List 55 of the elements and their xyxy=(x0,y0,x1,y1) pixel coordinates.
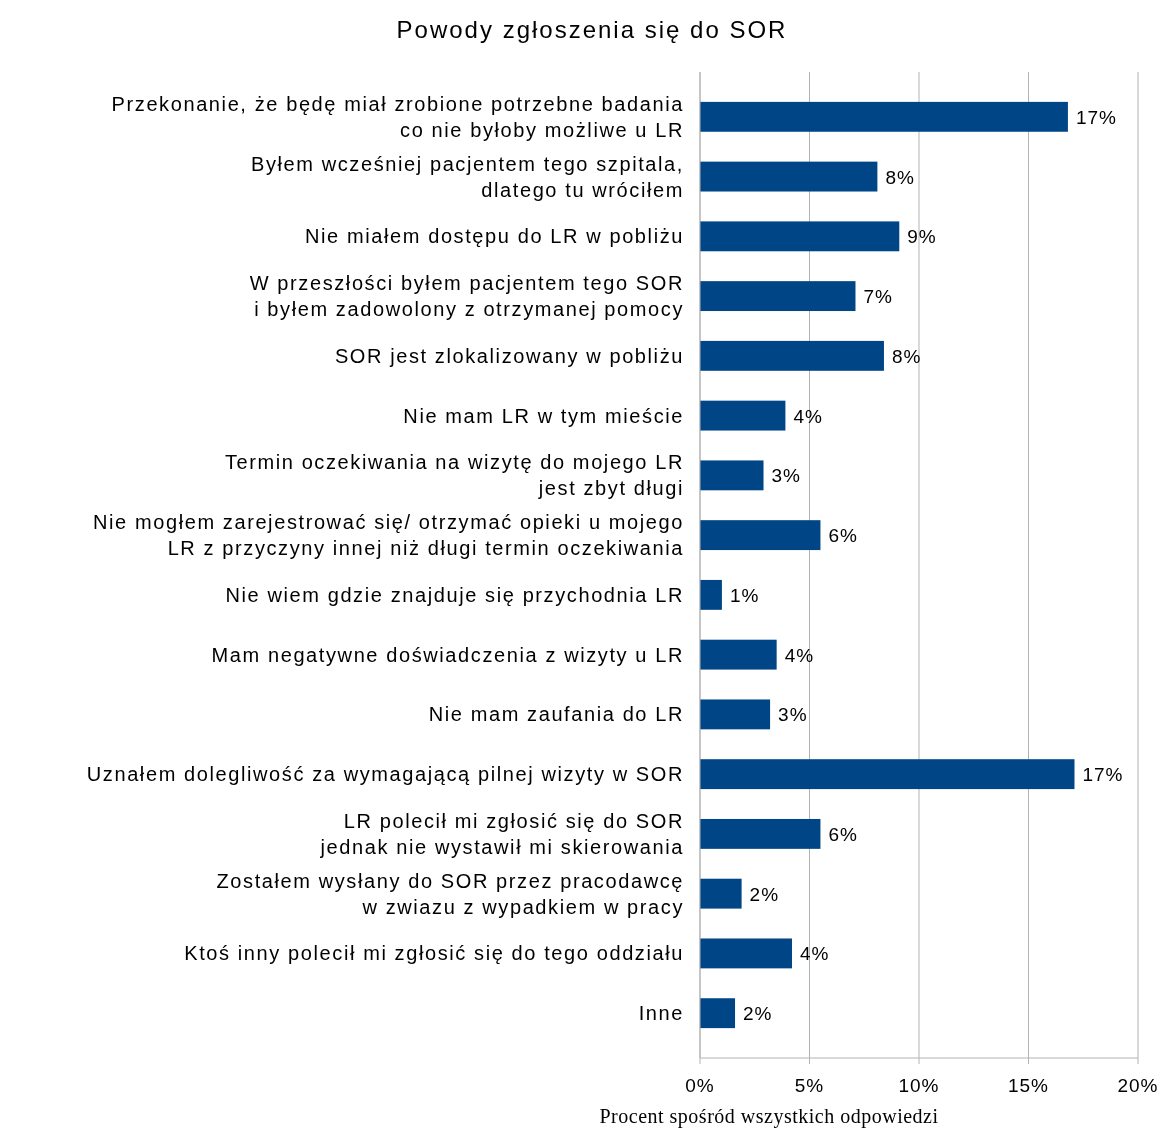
y-tick-label: Nie wiem gdzie znajduje się przychodnia LR xyxy=(225,583,684,606)
bar xyxy=(700,639,777,670)
bar xyxy=(700,400,786,431)
y-tick-label: Nie mam zaufania do LR xyxy=(428,703,684,726)
x-tick-label: 15% xyxy=(1007,1075,1050,1096)
y-tick-label: Mam negatywne doświadczenia z wizyty u LR xyxy=(211,643,684,666)
data-label: 3% xyxy=(778,704,808,726)
bar xyxy=(700,579,722,610)
y-tick-label: Nie mogłem zarejestrować się/ otrzymać opieki u mojego LR z przyczyny innej niż długi termin oczekiwania xyxy=(92,511,684,560)
bar xyxy=(700,878,742,909)
bar xyxy=(700,818,821,849)
x-tick-label: 20% xyxy=(1117,1075,1159,1096)
data-label: 8% xyxy=(885,166,915,188)
bar xyxy=(700,460,764,491)
data-label: 9% xyxy=(907,226,937,248)
data-label: 17% xyxy=(1082,764,1124,786)
bar xyxy=(700,161,878,192)
data-label: 4% xyxy=(793,405,823,427)
bar xyxy=(700,938,792,969)
bar xyxy=(700,520,821,551)
data-label: 7% xyxy=(863,286,893,308)
data-label: 2% xyxy=(749,883,780,905)
data-label: 1% xyxy=(729,584,760,606)
chart-title: Powody zgłoszenia się do SOR xyxy=(396,16,788,43)
data-label: 8% xyxy=(891,345,922,367)
data-label: 4% xyxy=(784,644,815,666)
y-tick-label: Zostałem wysłany do SOR przez pracodawcę w zwiazu z wypadkiem w pracy xyxy=(216,869,684,918)
data-label: 17% xyxy=(1075,106,1117,128)
x-tick-label: 10% xyxy=(898,1075,940,1096)
y-tick-label: Nie mam LR w tym mieście xyxy=(403,404,684,427)
bar xyxy=(700,340,884,371)
data-label: 2% xyxy=(743,1003,773,1025)
data-label: 4% xyxy=(799,943,830,965)
y-tick-label: LR polecił mi zgłosić się do SOR jednak nie wystawił mi skierowania xyxy=(319,809,684,858)
bar xyxy=(700,221,900,252)
y-tick-label: Nie miałem dostępu do LR w pobliżu xyxy=(304,225,684,248)
bar xyxy=(700,101,1068,132)
x-axis-title: Procent spośród wszystkich odpowiedzi xyxy=(599,1105,939,1128)
y-tick-label: W przeszłości byłem pacjentem tego SOR i byłem zadowolony z otrzymanej pomocy xyxy=(249,272,684,321)
data-label: 6% xyxy=(828,823,858,845)
y-tick-label: SOR jest zlokalizowany w pobliżu xyxy=(334,344,684,367)
x-tick-label: 5% xyxy=(794,1075,825,1096)
y-tick-label: Uznałem dolegliwość za wymagającą pilnej wizyty w SOR xyxy=(86,763,684,786)
bar xyxy=(700,998,736,1029)
bar xyxy=(700,759,1075,790)
y-tick-label: Termin oczekiwania na wizytę do mojego LR jest zbyt długi xyxy=(224,451,684,500)
bar xyxy=(700,281,856,312)
x-tick-label: 0% xyxy=(685,1075,715,1096)
y-tick-label: Ktoś inny polecił mi zgłosić się do tego oddziału xyxy=(184,942,684,965)
y-tick-label: Inne xyxy=(638,1002,684,1025)
bar xyxy=(700,699,771,730)
data-label: 3% xyxy=(771,465,801,487)
data-label: 6% xyxy=(828,525,858,547)
y-tick-label: Przekonanie, że będę miał zrobione potrzebne badania co nie byłoby możliwe u LR xyxy=(111,92,684,141)
y-tick-label: Byłem wcześniej pacjentem tego szpitala, dlatego tu wróciłem xyxy=(250,152,684,201)
